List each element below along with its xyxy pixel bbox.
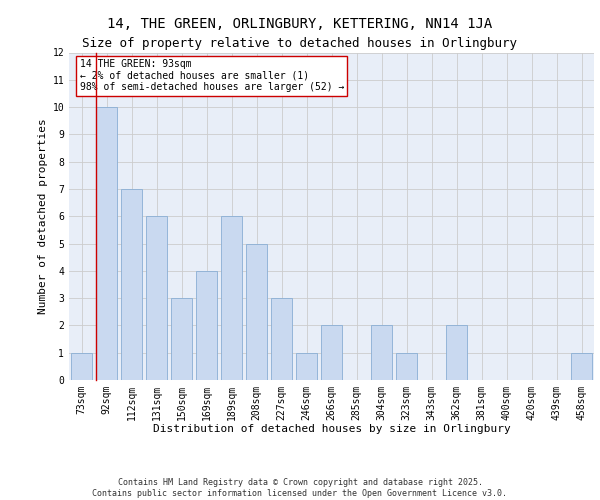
Bar [171, 298, 192, 380]
Text: Contains HM Land Registry data © Crown copyright and database right 2025.
Contai: Contains HM Land Registry data © Crown c… [92, 478, 508, 498]
Bar [146, 216, 167, 380]
Text: 14 THE GREEN: 93sqm
← 2% of detached houses are smaller (1)
98% of semi-detached: 14 THE GREEN: 93sqm ← 2% of detached hou… [79, 59, 344, 92]
Bar [71, 352, 92, 380]
X-axis label: Distribution of detached houses by size in Orlingbury: Distribution of detached houses by size … [152, 424, 511, 434]
Y-axis label: Number of detached properties: Number of detached properties [38, 118, 48, 314]
Bar [571, 352, 592, 380]
Bar [221, 216, 242, 380]
Bar [396, 352, 417, 380]
Bar [121, 189, 142, 380]
Bar [271, 298, 292, 380]
Bar [196, 271, 217, 380]
Text: Size of property relative to detached houses in Orlingbury: Size of property relative to detached ho… [83, 38, 517, 51]
Bar [246, 244, 267, 380]
Bar [296, 352, 317, 380]
Bar [371, 326, 392, 380]
Bar [96, 107, 117, 380]
Text: 14, THE GREEN, ORLINGBURY, KETTERING, NN14 1JA: 14, THE GREEN, ORLINGBURY, KETTERING, NN… [107, 18, 493, 32]
Bar [321, 326, 342, 380]
Bar [446, 326, 467, 380]
